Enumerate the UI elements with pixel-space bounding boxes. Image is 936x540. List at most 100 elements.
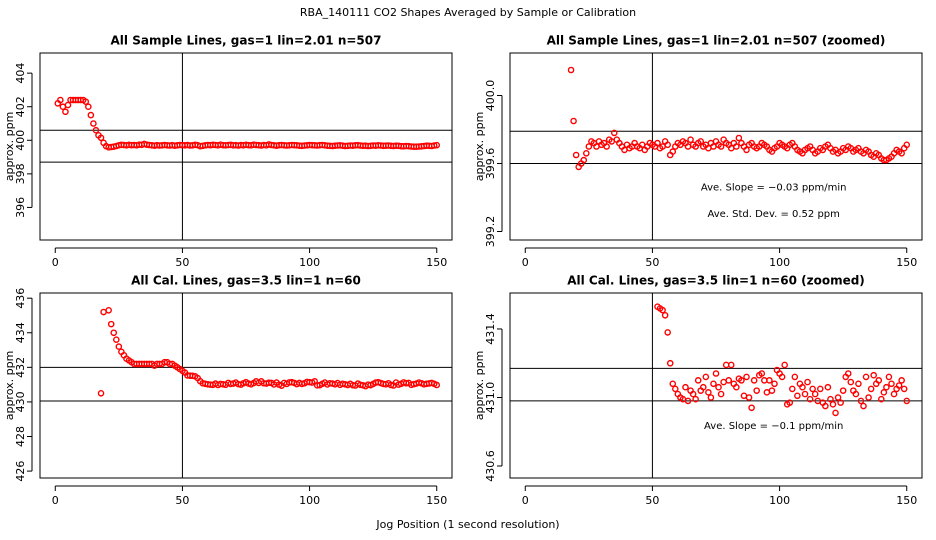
point [766,377,773,384]
point [642,206,647,211]
point [610,129,618,137]
point [806,395,814,403]
point [844,370,852,377]
point [727,361,735,369]
point [758,370,766,377]
point [781,361,788,369]
x-tick-label: 0 [522,256,529,269]
point [672,385,679,393]
point [888,380,895,388]
point [97,389,105,397]
point [622,206,627,211]
point [878,395,885,403]
point [804,378,811,386]
point [712,370,720,377]
point [580,156,588,164]
x-tick-label: 100 [769,256,790,269]
point [702,373,710,381]
y-tick-label: 434 [14,322,27,343]
point [619,189,624,194]
point [433,141,441,149]
point [855,380,862,388]
panel: All Cal. Lines, gas=3.5 lin=1 n=60 (zoom… [473,69,923,507]
point [847,378,855,386]
point [659,306,666,314]
point [900,385,908,393]
point [591,104,596,109]
panel: All Sample Lines, gas=1 lin=2.01 n=507 (… [473,34,923,269]
x-tick-label: 100 [299,256,320,269]
point [898,149,905,157]
point [834,394,842,401]
point [92,126,100,134]
point [857,397,865,405]
point [824,383,832,391]
point [903,141,911,149]
point [697,138,705,145]
point [895,382,903,389]
x-tick-label: 100 [299,494,320,507]
point [105,306,112,314]
x-tick-label: 0 [522,494,529,507]
y-tick-label: 399.2 [484,216,497,248]
point [589,69,594,74]
point [85,103,92,111]
plot-frame [39,52,453,241]
point [875,377,883,384]
point [725,377,733,384]
point [607,189,612,194]
point [738,377,745,384]
point [64,101,72,109]
point [753,387,760,394]
point [614,189,619,194]
point [666,359,674,367]
point [794,392,801,400]
point [692,395,699,403]
y-tick-label: 402 [14,96,27,117]
point [811,390,819,398]
point [654,139,661,147]
point [699,383,707,391]
x-tick-label: 0 [52,256,59,269]
point [599,172,604,177]
y-tick-label: 399.6 [484,148,497,180]
point [684,397,692,405]
point [635,172,640,177]
y-axis-label: approx. ppm [3,112,16,182]
point [829,401,837,408]
y-tick-label: 400.0 [484,80,497,112]
point [97,134,105,142]
point [809,385,816,393]
panel-title: All Sample Lines, gas=1 lin=2.01 n=507 (… [547,34,886,48]
y-tick-label: 404 [14,63,27,84]
point [867,385,875,393]
points [97,306,441,397]
point [733,143,740,150]
point [627,189,632,194]
point [582,149,590,157]
point [839,387,847,394]
panel-title: All Cal. Lines, gas=3.5 lin=1 n=60 (zoom… [567,274,865,288]
point [791,373,799,381]
x-tick-label: 50 [175,256,189,269]
plot-frame [509,292,923,479]
point [768,387,776,394]
points [589,69,911,417]
point [687,136,694,143]
x-tick-label: 50 [175,494,189,507]
point [827,395,834,403]
point [717,390,725,398]
y-tick-label: 426 [14,461,27,482]
annotation: Ave. Slope = −0.03 ppm/min [701,183,847,194]
point [664,141,671,149]
x-tick-label: 50 [645,494,659,507]
point [694,377,702,384]
point [705,389,712,396]
point [433,381,441,389]
point [707,394,715,401]
x-tick-label: 150 [426,256,447,269]
y-tick-label: 432 [14,357,27,378]
point [604,189,609,194]
point [880,389,888,396]
points [54,96,441,151]
